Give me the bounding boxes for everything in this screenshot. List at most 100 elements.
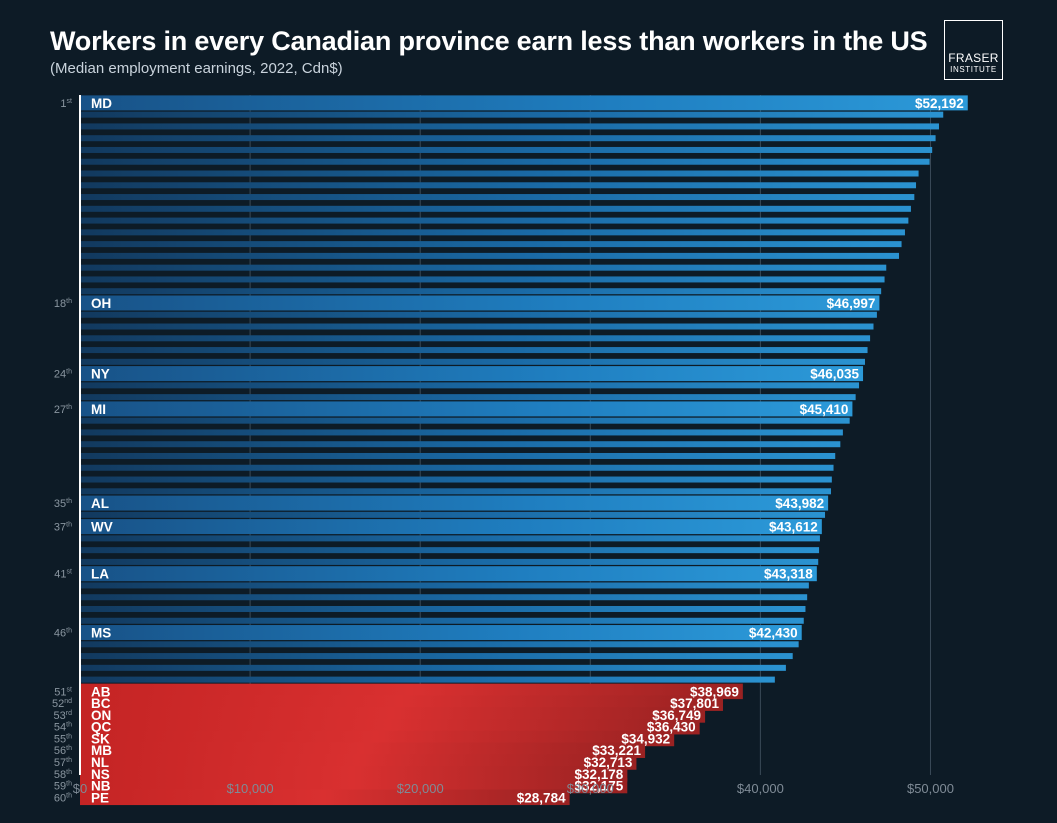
value-label: $28,784: [517, 790, 566, 805]
bar-rank-12: [80, 229, 905, 236]
bar-rank-30: [80, 441, 841, 448]
bar-rank-10: [80, 205, 911, 212]
bar-rank-45: [80, 617, 804, 624]
bar-rank-46: [80, 625, 802, 641]
rank-label: 57th: [54, 757, 72, 769]
category-label: NB: [91, 779, 111, 794]
value-label: $43,318: [764, 567, 813, 582]
axis-layer: $0 $10,000 $20,000 $30,000 $40,000 $50,000: [73, 95, 954, 796]
value-label: $46,035: [810, 367, 859, 382]
bar-rank-2: [80, 111, 944, 118]
bar-rank-4: [80, 135, 936, 142]
bar-rank-59: [80, 777, 628, 794]
bar-rank-29: [80, 429, 843, 436]
category-label: QC: [91, 720, 112, 735]
rank-label: 56th: [54, 745, 72, 757]
rank-label: 46th: [54, 628, 72, 640]
value-label: $52,192: [915, 96, 964, 111]
bar-rank-25: [80, 382, 860, 389]
x-tick-label: $20,000: [397, 781, 444, 796]
rank-label: 51st: [54, 686, 72, 698]
bar-rank-48: [80, 653, 793, 660]
bar-rank-22: [80, 347, 868, 354]
x-tick-label: $40,000: [737, 781, 784, 796]
logo-line-1: FRASER: [948, 51, 999, 65]
category-label: MD: [91, 96, 112, 111]
rank-label: 27th: [54, 404, 72, 416]
category-label: MB: [91, 743, 112, 758]
x-tick-label: $50,000: [907, 781, 954, 796]
bar-rank-21: [80, 335, 871, 342]
bar-rank-49: [80, 664, 786, 671]
rank-label: 54th: [54, 722, 72, 734]
bar-rank-36: [80, 511, 826, 518]
bar-rank-37: [80, 519, 822, 535]
category-label: MI: [91, 402, 106, 417]
x-tick-label: $0: [73, 781, 87, 796]
bar-rank-58: [80, 766, 628, 782]
value-label: $43,612: [769, 520, 818, 535]
rank-label: 59th: [54, 781, 72, 793]
logo-line-2: INSTITUTE: [950, 65, 997, 74]
bar-rank-26: [80, 394, 856, 401]
bar-rank-5: [80, 146, 933, 153]
bar-rank-8: [80, 182, 917, 189]
bar-rank-43: [80, 594, 808, 601]
category-label: ON: [91, 708, 111, 723]
bar-rank-9: [80, 194, 915, 201]
bar-rank-27: [80, 401, 853, 417]
bar-rank-16: [80, 276, 885, 283]
value-label: $45,410: [800, 402, 849, 417]
rank-label: 24th: [54, 369, 72, 381]
bar-rank-50: [80, 676, 775, 683]
bar-rank-53: [80, 707, 706, 723]
value-label: $33,221: [592, 743, 641, 758]
bar-rank-51: [80, 683, 743, 700]
rank-label: 37th: [54, 522, 72, 534]
value-label: $46,997: [827, 296, 876, 311]
category-label: LA: [91, 567, 109, 582]
bar-rank-13: [80, 241, 902, 248]
bar-rank-28: [80, 417, 850, 424]
bar-rank-3: [80, 123, 939, 130]
chart-title: Workers in every Canadian province earn …: [50, 26, 928, 56]
category-label: NS: [91, 767, 110, 782]
bar-rank-39: [80, 547, 820, 554]
bar-rank-18: [80, 295, 880, 311]
rank-label: 55th: [54, 733, 72, 745]
category-label: NL: [91, 755, 109, 770]
bar-rank-17: [80, 288, 882, 295]
bar-rank-54: [80, 718, 700, 735]
value-label: $38,969: [690, 684, 739, 699]
category-label: SK: [91, 731, 110, 746]
bar-rank-57: [80, 754, 637, 770]
bar-rank-44: [80, 605, 806, 612]
bar-rank-34: [80, 488, 831, 495]
value-label: $32,178: [575, 767, 624, 782]
bar-rank-33: [80, 476, 832, 483]
bar-rank-6: [80, 158, 930, 165]
bar-rank-42: [80, 582, 809, 589]
category-label: OH: [91, 296, 111, 311]
bar-rank-38: [80, 535, 820, 542]
bar-rank-40: [80, 558, 819, 565]
category-label: AB: [91, 684, 111, 699]
value-label: $34,932: [621, 731, 670, 746]
rank-label: 53rd: [54, 710, 73, 722]
bar-rank-56: [80, 742, 646, 758]
value-label: $42,430: [749, 626, 798, 641]
bar-rank-11: [80, 217, 909, 224]
x-tick-label: $30,000: [567, 781, 614, 796]
bar-rank-35: [80, 495, 829, 511]
bar-rank-41: [80, 566, 817, 582]
bar-rank-32: [80, 464, 834, 471]
rank-label: 58th: [54, 769, 72, 781]
rank-label: 41st: [54, 569, 72, 581]
bar-rank-14: [80, 252, 900, 259]
labels-layer: 1st MD $52,192 18th OH $46,997 24th NY $46,035 27…: [52, 96, 964, 805]
value-label: $36,430: [647, 720, 696, 735]
x-tick-label: $10,000: [227, 781, 274, 796]
value-label: $36,749: [652, 708, 701, 723]
rank-label: 18th: [54, 298, 72, 310]
